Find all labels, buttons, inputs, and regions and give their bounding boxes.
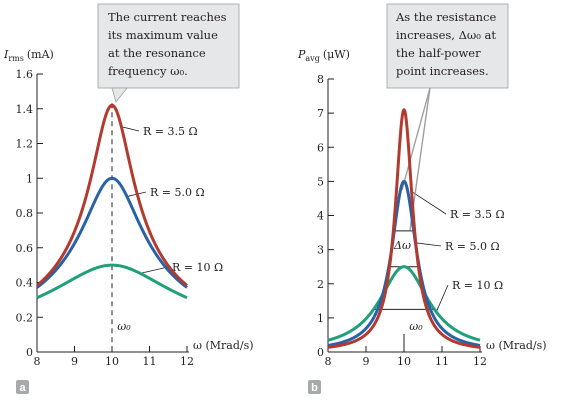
callout-a-pointer bbox=[111, 87, 128, 103]
y-tick-label: 8 bbox=[317, 73, 324, 86]
x-tick-label: 9 bbox=[71, 355, 78, 368]
y-tick-label: 6 bbox=[317, 141, 324, 154]
series-line-1 bbox=[36, 103, 188, 287]
panel-a-badge: a bbox=[16, 380, 29, 394]
x-tick-label: 8 bbox=[34, 355, 41, 368]
series-label-leader bbox=[435, 284, 449, 313]
series-label: R = 3.5 Ω bbox=[143, 125, 198, 138]
panel-a: The current reaches its maximum value at… bbox=[3, 3, 254, 394]
y-tick-label: 5 bbox=[317, 175, 324, 188]
x-tick-label: 12 bbox=[180, 355, 194, 368]
panel-b-badge-bg bbox=[308, 380, 321, 394]
callout-b-line: point increases. bbox=[396, 64, 489, 78]
panel-a-badge-bg bbox=[16, 380, 29, 394]
callout-a-line: The current reaches bbox=[108, 10, 227, 24]
series-label: R = 3.5 Ω bbox=[450, 208, 505, 221]
series-label-leader bbox=[140, 266, 169, 274]
y-tick-label: 0.6 bbox=[16, 242, 34, 255]
callout-a-line: its maximum value bbox=[108, 28, 218, 42]
callout-a-line: at the resonance bbox=[108, 46, 206, 60]
series-line-3 bbox=[327, 265, 481, 342]
callout-b-background bbox=[386, 3, 509, 89]
y-tick-label: 0.2 bbox=[16, 311, 34, 324]
callout-a-box: The current reaches its maximum value at… bbox=[97, 3, 240, 103]
x-axis-label: ω (Mrad/s) bbox=[486, 339, 547, 352]
omega0-label: ω₀ bbox=[117, 320, 131, 333]
panel-b-label: b bbox=[311, 382, 318, 394]
curves-a bbox=[36, 103, 188, 300]
curves-b bbox=[327, 108, 481, 349]
callout-b-line: As the resistance bbox=[395, 10, 496, 24]
y-tick-label: 0.8 bbox=[16, 207, 34, 220]
y-tick-label: 0 bbox=[317, 346, 324, 359]
y-tick-label: 1 bbox=[26, 172, 33, 185]
x-tick-label: 11 bbox=[143, 355, 157, 368]
series-label: R = 5.0 Ω bbox=[150, 186, 205, 199]
callout-a-background bbox=[97, 3, 240, 89]
y-axis-label-b: Pavg (μW) bbox=[297, 48, 350, 63]
y-tick-label: 2 bbox=[317, 278, 324, 291]
series-label-leader bbox=[411, 191, 447, 215]
y-tick-label: 1.2 bbox=[16, 138, 34, 151]
y-tick-label: 7 bbox=[317, 107, 324, 120]
callout-b-pointer bbox=[401, 87, 431, 191]
x-tick-label: 10 bbox=[105, 355, 119, 368]
series-label: R = 10 Ω bbox=[452, 279, 503, 292]
panel-b-badge: b bbox=[308, 380, 321, 394]
callout-a-line: frequency ω₀. bbox=[108, 64, 188, 78]
y-tick-label: 0.4 bbox=[16, 277, 34, 290]
y-tick-label: 3 bbox=[317, 244, 324, 257]
x-tick-label: 11 bbox=[435, 355, 449, 368]
y-tick-label: 4 bbox=[317, 210, 324, 223]
series-line-2 bbox=[327, 179, 481, 347]
callout-b-line: the half-power bbox=[396, 46, 481, 60]
y-tick-label: 1 bbox=[317, 312, 324, 325]
y-tick-label: 1.6 bbox=[16, 68, 34, 81]
series-label-leader bbox=[121, 126, 140, 132]
panel-a-label: a bbox=[19, 382, 26, 394]
x-tick-label: 9 bbox=[363, 355, 370, 368]
callout-b-line: increases, Δω₀ at bbox=[396, 28, 496, 42]
callout-b-box: As the resistance increases, Δω₀ at the … bbox=[386, 3, 509, 89]
x-tick-label: 8 bbox=[325, 355, 332, 368]
series-label: R = 5.0 Ω bbox=[445, 240, 500, 253]
series-line-3 bbox=[36, 263, 188, 300]
y-tick-label: 1.4 bbox=[16, 103, 34, 116]
y-axis-label-a: Irms (mA) bbox=[3, 48, 54, 63]
x-tick-label: 10 bbox=[397, 355, 411, 368]
x-axis-label: ω (Mrad/s) bbox=[193, 339, 254, 352]
x-tick-label: 12 bbox=[473, 355, 487, 368]
axes-a: 0 0.2 0.4 0.6 0.8 1 1.2 1.4 1.6 8 9 10 11 12 ω (Mrad/s… bbox=[16, 68, 254, 368]
series-label-leader bbox=[415, 242, 442, 247]
series-line-1 bbox=[327, 108, 481, 349]
delta-omega-label: Δω bbox=[393, 239, 411, 252]
series-label: R = 10 Ω bbox=[172, 261, 223, 274]
panel-b: As the resistance increases, Δω₀ at the … bbox=[297, 3, 547, 394]
y-tick-label: 0 bbox=[26, 346, 33, 359]
series-line-2 bbox=[36, 176, 188, 289]
omega0-label: ω₀ bbox=[409, 320, 423, 333]
